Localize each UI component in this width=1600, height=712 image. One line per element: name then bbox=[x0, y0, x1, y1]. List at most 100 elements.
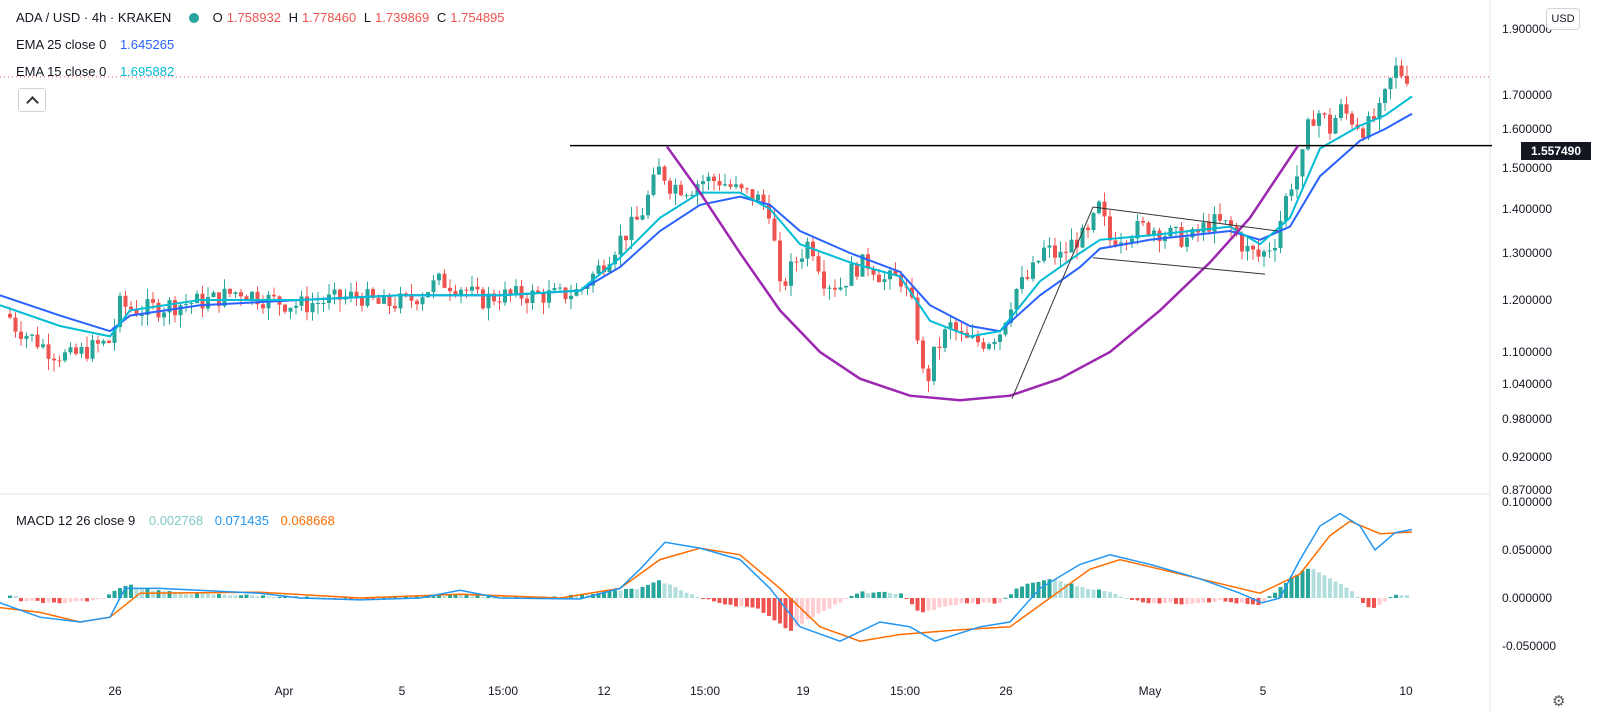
candle-body bbox=[992, 341, 997, 345]
candle bbox=[1201, 212, 1206, 241]
candle bbox=[96, 335, 100, 353]
candle-body bbox=[772, 218, 777, 241]
macd-hist-bar bbox=[1064, 583, 1068, 598]
macd-hist-bar bbox=[805, 598, 810, 620]
candle bbox=[200, 285, 205, 318]
macd-hist-bar bbox=[1229, 598, 1233, 603]
candle-body bbox=[107, 340, 111, 343]
price-tick-label: 1.040000 bbox=[1502, 377, 1552, 391]
candle bbox=[1064, 241, 1068, 262]
candle bbox=[563, 286, 568, 304]
candle bbox=[992, 338, 997, 350]
macd-hist-bar bbox=[228, 595, 232, 598]
candle bbox=[442, 269, 447, 289]
candle-body bbox=[629, 216, 634, 241]
candle bbox=[360, 292, 364, 312]
candle bbox=[1383, 87, 1387, 112]
candle bbox=[569, 284, 573, 310]
candle bbox=[475, 277, 480, 295]
macd-hist-bar bbox=[107, 594, 111, 598]
candle-body bbox=[1113, 240, 1118, 246]
macd-hist-bar bbox=[470, 596, 474, 598]
candle-body bbox=[948, 322, 953, 330]
candle bbox=[745, 187, 749, 194]
low-value: 1.739869 bbox=[375, 10, 430, 25]
trend-line bbox=[1092, 206, 1279, 232]
candle bbox=[1262, 249, 1266, 267]
macd-hist-bar bbox=[453, 593, 458, 598]
macd-hist-bar bbox=[893, 594, 898, 598]
candle bbox=[57, 355, 62, 368]
candle bbox=[525, 294, 529, 314]
candle-body bbox=[1289, 189, 1294, 197]
macd-hist-bar bbox=[866, 593, 870, 598]
candle bbox=[481, 287, 485, 310]
macd-hist-bar bbox=[871, 592, 876, 598]
ema15-legend: EMA 15 close 0 1.695882 bbox=[16, 64, 178, 79]
candle-body bbox=[30, 334, 34, 336]
candle bbox=[118, 292, 122, 333]
candle-body bbox=[783, 281, 788, 286]
candle bbox=[679, 180, 683, 197]
candle-body bbox=[184, 304, 188, 306]
macd-hist-bar bbox=[217, 593, 221, 598]
candle-body bbox=[558, 287, 562, 289]
candle-body bbox=[596, 265, 601, 274]
candle bbox=[558, 283, 562, 291]
candle-body bbox=[497, 301, 502, 303]
macd-line-value: 0.071435 bbox=[214, 513, 269, 528]
candle-body bbox=[156, 302, 161, 318]
candle-body bbox=[1108, 216, 1112, 241]
candle bbox=[547, 279, 551, 309]
macd-hist-bar bbox=[1108, 591, 1112, 598]
macd-hist-bar bbox=[1009, 594, 1013, 598]
candle-body bbox=[470, 286, 474, 291]
candle bbox=[1185, 229, 1189, 252]
collapse-legend-button[interactable] bbox=[18, 88, 46, 112]
candle bbox=[690, 191, 694, 197]
macd-hist-bar bbox=[1251, 598, 1255, 605]
candle-body bbox=[492, 293, 496, 302]
candle bbox=[1053, 237, 1057, 265]
gear-icon[interactable]: ⚙ bbox=[1552, 693, 1566, 710]
macd-hist-bar bbox=[74, 598, 78, 602]
candle bbox=[1311, 110, 1316, 127]
candle-body bbox=[1036, 260, 1041, 263]
candle-body bbox=[68, 347, 73, 353]
candle-body bbox=[1339, 104, 1343, 119]
candle bbox=[959, 321, 964, 342]
macd-hist-bar bbox=[1262, 598, 1266, 602]
candle-body bbox=[272, 294, 276, 297]
currency-button[interactable]: USD bbox=[1546, 8, 1580, 30]
candle-body bbox=[371, 289, 375, 298]
candle-body bbox=[464, 289, 469, 291]
candle-body bbox=[1069, 239, 1074, 253]
macd-hist-bar bbox=[1394, 594, 1398, 598]
candle bbox=[783, 277, 788, 291]
candle-body bbox=[833, 287, 837, 290]
candle bbox=[228, 288, 232, 298]
macd-hist-bar bbox=[981, 598, 986, 603]
candle bbox=[602, 259, 606, 278]
candle bbox=[294, 301, 298, 315]
candle-body bbox=[1383, 89, 1387, 103]
candle-body bbox=[211, 292, 216, 298]
candle-body bbox=[1245, 245, 1250, 252]
candle-body bbox=[404, 293, 408, 295]
macd-hist-bar bbox=[794, 598, 799, 627]
macd-hist-bar bbox=[1113, 593, 1118, 598]
candle-body bbox=[816, 256, 821, 272]
macd-hist-bar bbox=[112, 590, 117, 598]
candle-body bbox=[1020, 277, 1024, 289]
candle bbox=[272, 287, 276, 300]
macd-hist-bar bbox=[987, 598, 991, 603]
candle-body bbox=[662, 166, 667, 181]
time-tick-label: 5 bbox=[1260, 684, 1267, 698]
macd-hist-bar bbox=[1218, 598, 1222, 601]
price-tick-label: 1.500000 bbox=[1502, 161, 1552, 175]
candle bbox=[63, 349, 67, 363]
candle bbox=[701, 174, 705, 195]
candle-body bbox=[888, 270, 892, 280]
candle bbox=[827, 284, 832, 300]
